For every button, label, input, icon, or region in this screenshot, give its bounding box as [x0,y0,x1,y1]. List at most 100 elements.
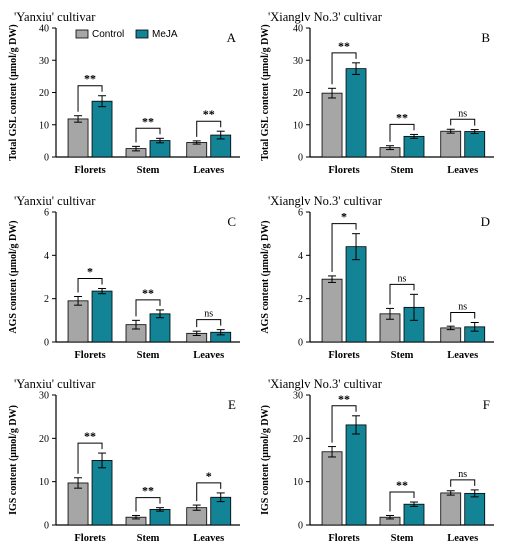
bar-meja-florets [91,290,113,343]
y-tick-label: 2 [298,294,303,305]
y-tick-label: 30 [293,391,303,402]
x-category-label: Leaves [193,165,224,176]
significance-bracket [331,405,357,443]
panel-a: 'Yanxiu' cultivar A Total GSL content (μmo… [8,10,240,176]
significance-bracket [77,85,103,112]
significance-bracket [450,118,476,126]
significance-bracket [196,120,222,137]
bar-control-florets [321,451,343,526]
panel-letter: E [228,397,236,412]
significance-label: ** [142,484,154,498]
significance-label: * [87,264,93,278]
significance-label: ** [142,114,154,128]
y-tick-label: 30 [39,56,49,67]
panel-title: 'Yanxiu' cultivar [14,194,96,208]
panel-title: 'Yanxiu' cultivar [14,10,96,24]
x-category-label: Florets [74,165,105,176]
significance-label: ** [338,39,350,53]
x-category-label: Florets [74,350,105,361]
significance-bracket [77,442,103,474]
y-tick-label: 0 [44,521,49,532]
significance-label: ** [142,286,154,300]
bar-control-leaves [440,130,462,158]
y-tick-label: 0 [44,153,49,164]
significance-label: ns [458,302,467,313]
significance-label: ns [458,108,467,119]
y-tick-label: 10 [293,477,303,488]
y-tick-label: 0 [298,153,303,164]
panel-c: 'Yanxiu' cultivar C AGS content (μmol/g DW… [8,194,240,361]
x-category-label: Florets [328,533,359,544]
y-tick-label: 10 [39,477,49,488]
significance-bracket [389,283,415,305]
panel-b: 'Xianglv No.3' cultivar B Total GSL conten… [260,10,494,176]
significance-bracket [450,312,476,323]
x-category-label: Florets [328,165,359,176]
legend-label: Control [92,29,124,40]
panel-f: 'Xianglv No.3' cultivar F IGS content (μmo… [260,377,494,544]
bar-meja-stem [149,508,171,526]
bar-meja-stem [403,503,425,526]
bar-control-florets [321,92,343,158]
y-axis-label: Total GSL content (μmol/g DW) [260,24,271,160]
bar-meja-leaves [464,131,486,158]
y-tick-label: 10 [293,120,303,131]
significance-bracket [450,479,476,487]
y-tick-label: 10 [39,120,49,131]
panel-title: 'Xianglv No.3' cultivar [268,377,383,391]
bar-meja-florets [91,460,113,526]
y-tick-label: 4 [298,251,303,262]
y-tick-label: 20 [39,88,49,99]
y-axis-label: AGS content (μmol/g DW) [260,220,271,333]
significance-label: ns [398,273,407,284]
bar-meja-leaves [464,492,486,526]
y-axis-label: Total GSL content (μmol/g DW) [8,24,19,160]
legend-label: MeJA [152,29,178,40]
significance-bracket [196,319,222,328]
y-axis-label: AGS content (μmol/g DW) [8,220,19,333]
significance-label: ** [396,110,408,124]
y-tick-label: 0 [298,521,303,532]
y-tick-label: 4 [44,251,49,262]
bar-control-florets [321,278,343,343]
panel-letter: A [227,30,237,45]
x-category-label: Leaves [447,533,478,544]
bar-meja-florets [345,246,367,343]
y-tick-label: 40 [39,24,49,35]
y-tick-label: 6 [298,208,303,219]
bar-control-leaves [186,142,208,158]
bar-meja-florets [345,68,367,158]
significance-label: ** [84,429,96,443]
x-category-label: Stem [137,165,160,176]
panel-title: 'Xianglv No.3' cultivar [268,10,383,24]
significance-label: ** [396,478,408,492]
y-tick-label: 30 [39,391,49,402]
bar-control-leaves [440,492,462,526]
y-tick-label: 20 [293,88,303,99]
significance-label: ** [338,392,350,406]
bar-control-florets [67,300,89,343]
significance-bracket [135,127,161,143]
panel-letter: B [481,30,490,45]
significance-label: ns [204,309,213,320]
significance-label: * [341,210,347,224]
significance-bracket [389,123,415,142]
legend-swatch-control [75,29,89,39]
significance-bracket [135,497,161,512]
bar-control-florets [67,118,89,158]
significance-label: ns [458,469,467,480]
y-tick-label: 0 [44,338,49,349]
x-category-label: Leaves [193,350,224,361]
legend: Control MeJA [75,29,178,40]
significance-bracket [331,52,357,85]
x-category-label: Stem [137,533,160,544]
bar-meja-florets [91,100,113,158]
y-tick-label: 6 [44,208,49,219]
panel-letter: C [227,214,236,229]
legend-swatch-meja [135,29,149,39]
x-category-label: Florets [74,533,105,544]
panel-title: 'Yanxiu' cultivar [14,377,96,391]
bar-meja-stem [403,135,425,158]
panel-letter: F [483,397,490,412]
x-category-label: Leaves [193,533,224,544]
